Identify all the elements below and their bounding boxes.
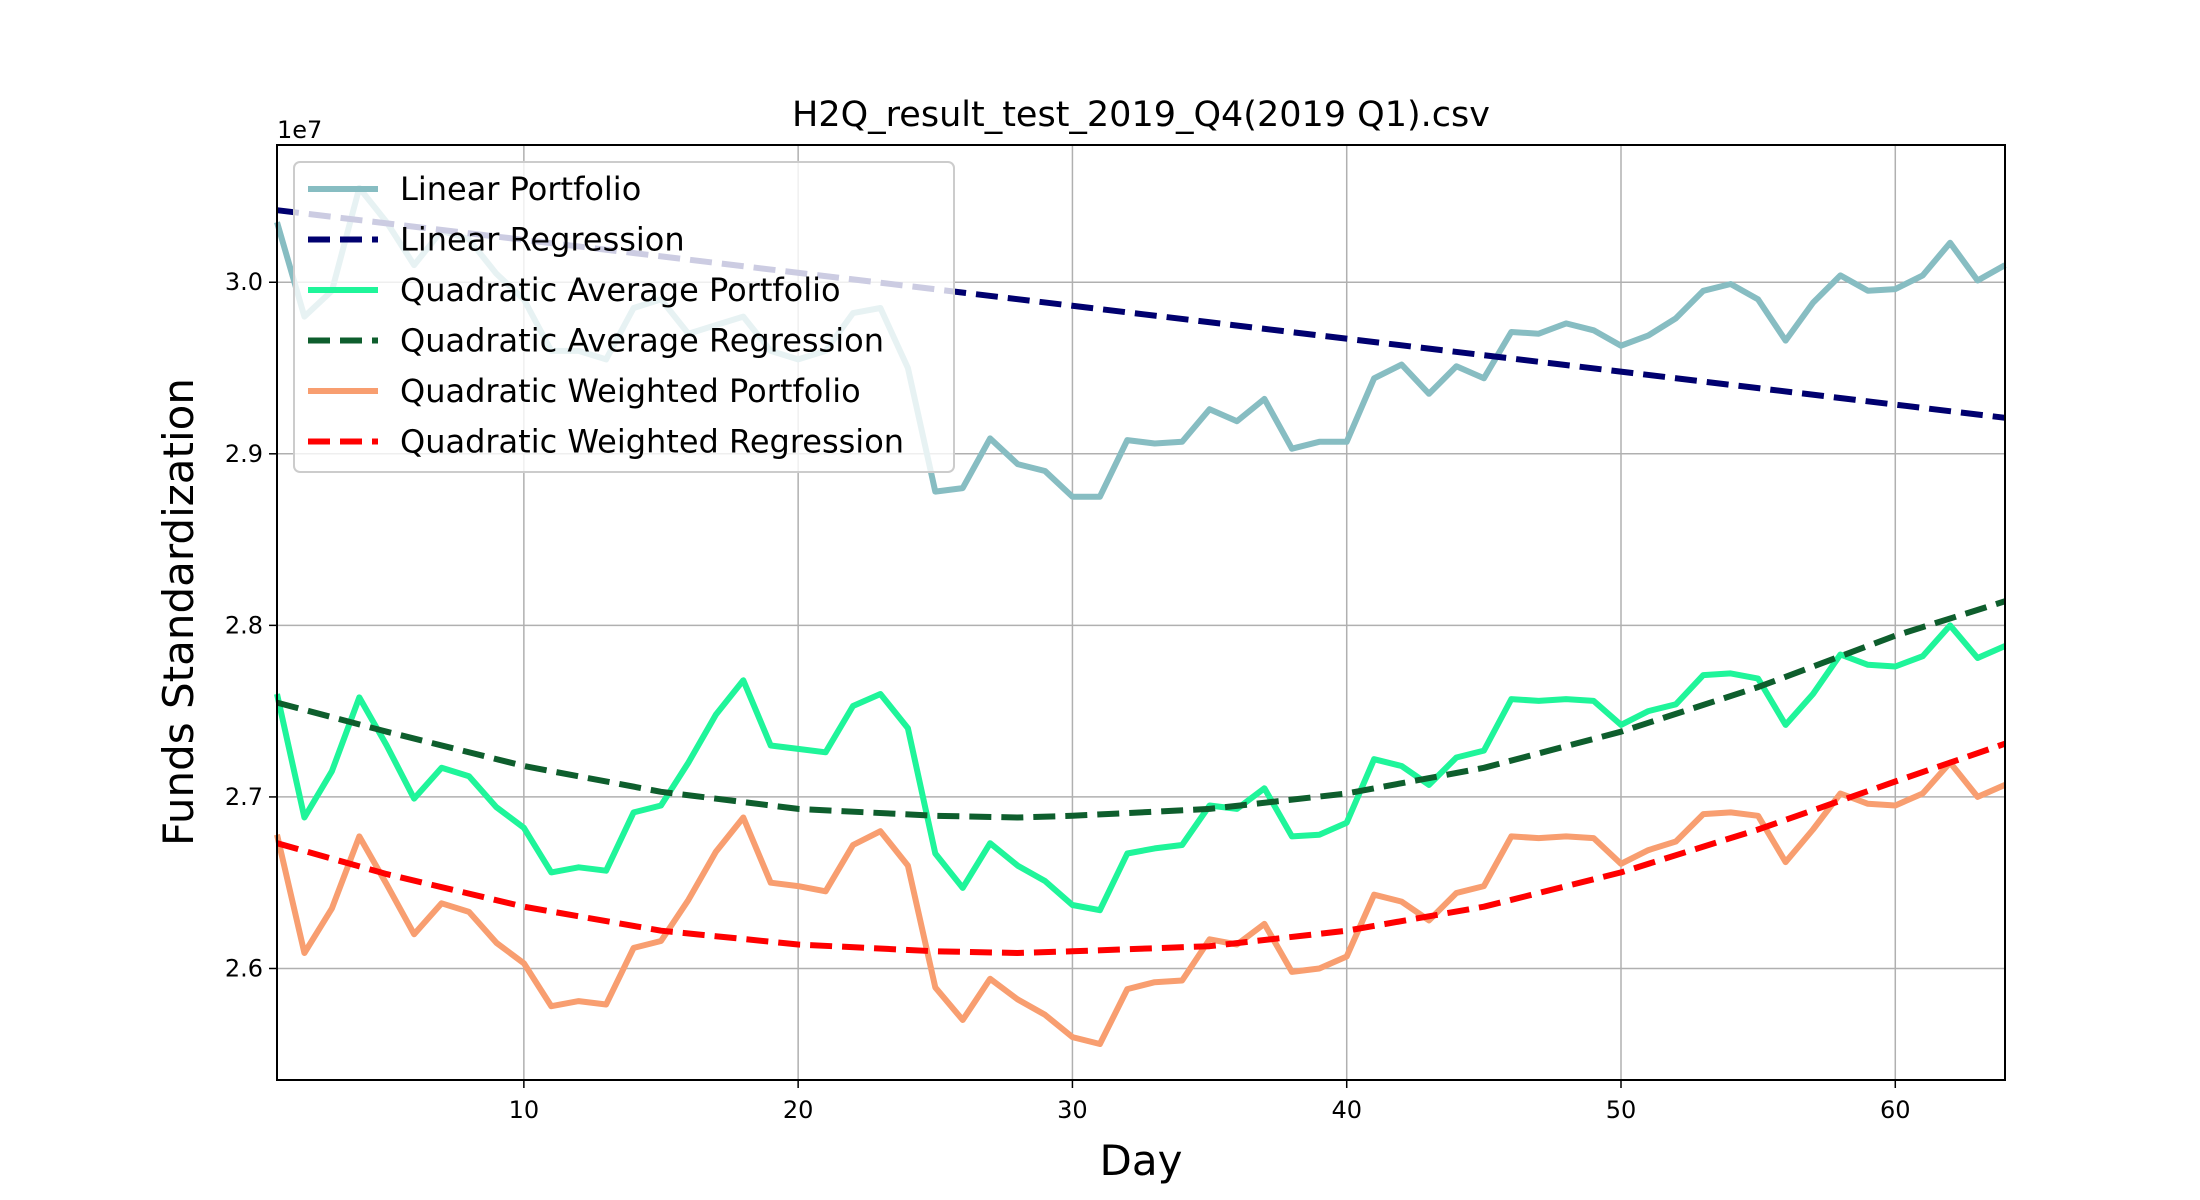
series-line-quadratic-average-regression — [276, 598, 2006, 821]
x-tick-label: 10 — [509, 1096, 540, 1124]
x-axis-label: Day — [1100, 1136, 1183, 1185]
series-line-quadratic-weighted-portfolio — [274, 759, 2007, 1047]
x-tick-label: 50 — [1606, 1096, 1637, 1124]
y-offset-label: 1e7 — [277, 116, 322, 144]
legend-entry-label: Quadratic Weighted Regression — [400, 423, 904, 461]
y-tick-label: 3.0 — [225, 268, 263, 296]
legend-entry-label: Quadratic Average Portfolio — [400, 271, 841, 309]
x-tick-label: 40 — [1331, 1096, 1362, 1124]
legend-box — [293, 161, 955, 473]
y-axis-ticks: 2.6 2.7 2.8 2.9 3.0 — [225, 268, 277, 982]
x-axis-ticks: 10 20 30 40 50 60 — [509, 1080, 1911, 1124]
y-axis-label: Funds Standardization — [154, 378, 203, 846]
series-line-quadratic-average-portfolio — [274, 622, 2007, 914]
legend-entry-label: Linear Regression — [400, 221, 685, 259]
chart-title: H2Q_result_test_2019_Q4(2019 Q1).csv — [792, 95, 1490, 135]
grid — [277, 145, 2005, 1080]
plot-area: 10 20 30 40 50 60 2.6 2.7 2.8 2.9 3.0 — [225, 144, 2007, 1124]
series-line-quadratic-weighted-regression — [276, 740, 2006, 956]
x-tick-label: 60 — [1880, 1096, 1911, 1124]
x-tick-label: 20 — [783, 1096, 814, 1124]
plot-frame — [276, 144, 2006, 1081]
y-tick-label: 2.7 — [225, 783, 263, 811]
y-tick-label: 2.8 — [225, 611, 263, 639]
x-tick-label: 30 — [1057, 1096, 1088, 1124]
y-tick-label: 2.9 — [225, 440, 263, 468]
legend: Linear Portfolio Linear Regression Quadrat… — [293, 161, 955, 473]
series-layer — [274, 184, 2007, 1047]
legend-entry-label: Quadratic Weighted Portfolio — [400, 372, 861, 410]
legend-entry-label: Linear Portfolio — [400, 170, 641, 208]
legend-entry-label: Quadratic Average Regression — [400, 322, 884, 360]
y-tick-label: 2.6 — [225, 954, 263, 982]
